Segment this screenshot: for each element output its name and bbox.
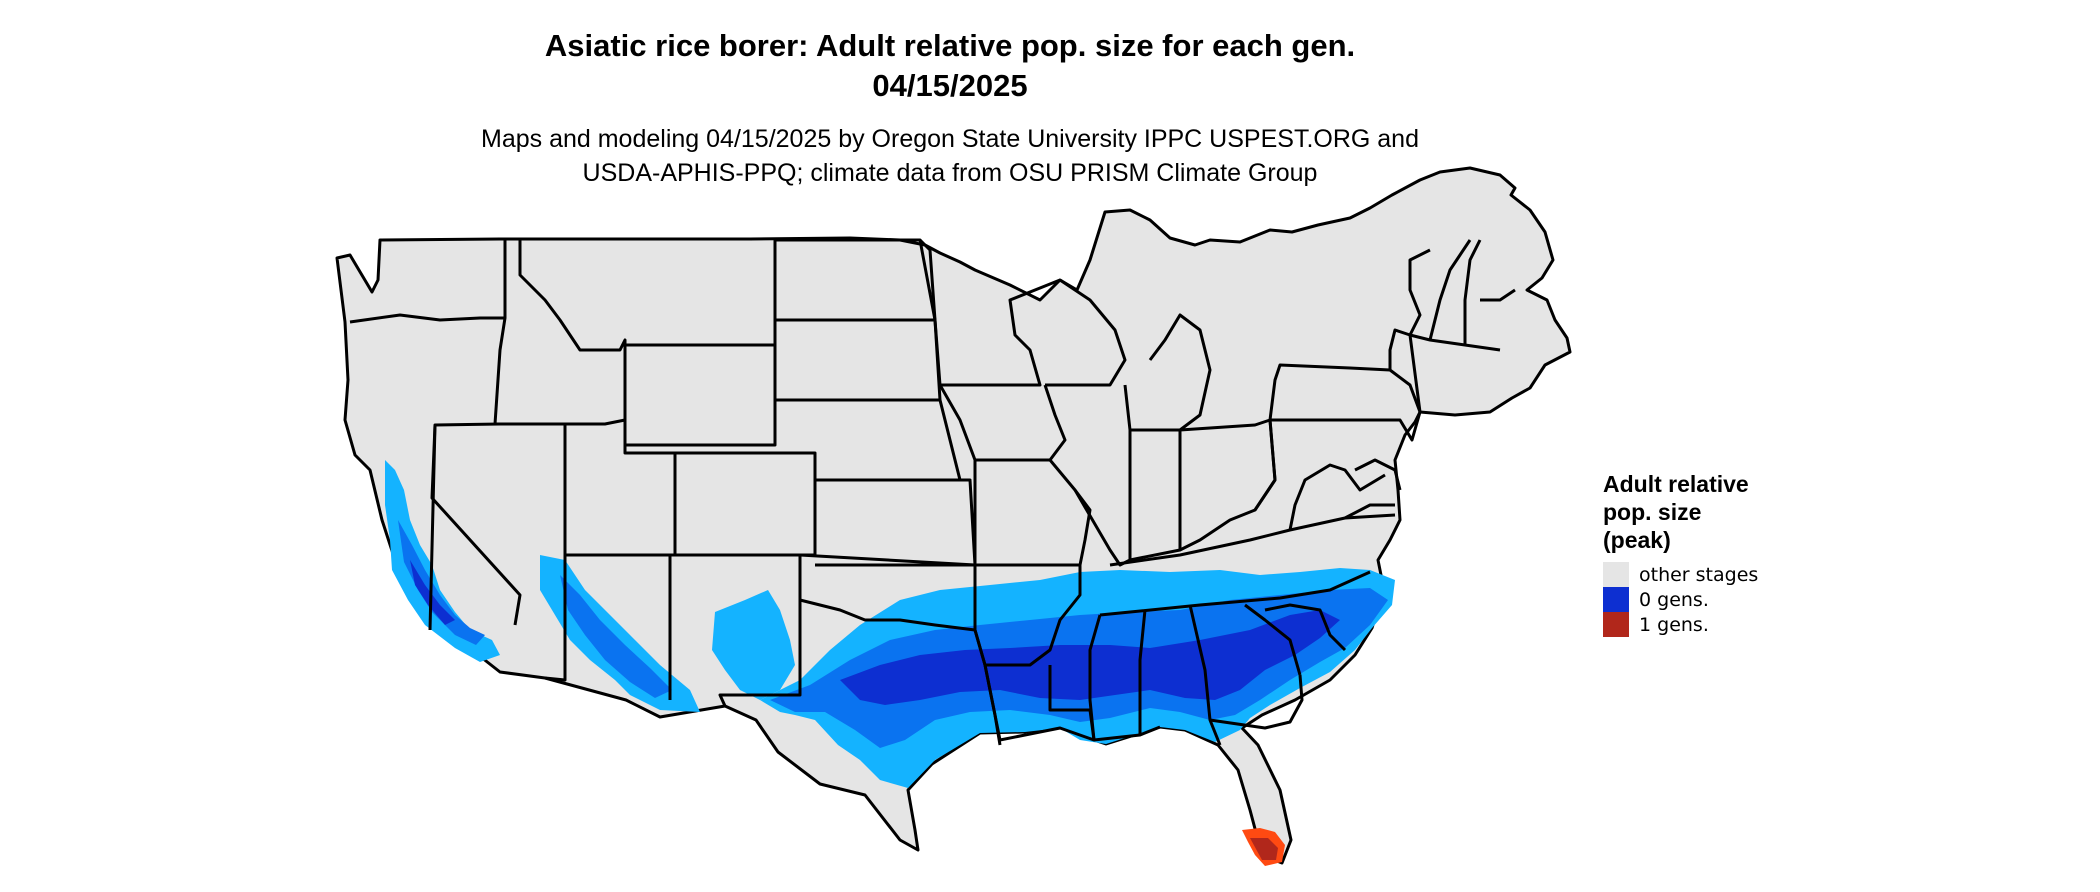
state-borders xyxy=(349,238,1516,746)
legend-label: other stages xyxy=(1639,563,1759,586)
legend-label: 0 gens. xyxy=(1639,588,1709,611)
legend-item-0-gens: 0 gens. xyxy=(1603,587,1863,612)
legend-swatch-0-gens xyxy=(1603,587,1629,612)
legend-label: 1 gens. xyxy=(1639,613,1709,636)
legend-title-text: Adult relative pop. size (peak) xyxy=(1603,471,1749,553)
map-credit-line-1: Maps and modeling 04/15/2025 by Oregon S… xyxy=(481,125,1419,153)
legend-title: Adult relative pop. size (peak) xyxy=(1603,470,1863,554)
legend-swatch-other-stages xyxy=(1603,562,1629,587)
map-date: 04/15/2025 xyxy=(872,68,1028,103)
map-credit-line-2: USDA-APHIS-PPQ; climate data from OSU PR… xyxy=(582,159,1318,187)
map-title: Asiatic rice borer: Adult relative pop. … xyxy=(544,28,1356,63)
legend-items: other stages 0 gens. 1 gens. xyxy=(1603,562,1863,637)
legend-item-other-stages: other stages xyxy=(1603,562,1863,587)
legend: Adult relative pop. size (peak) other stag… xyxy=(1603,470,1863,637)
legend-item-1-gens: 1 gens. xyxy=(1603,612,1863,637)
legend-swatch-1-gens xyxy=(1603,612,1629,637)
zone-dark-red xyxy=(1250,838,1278,860)
